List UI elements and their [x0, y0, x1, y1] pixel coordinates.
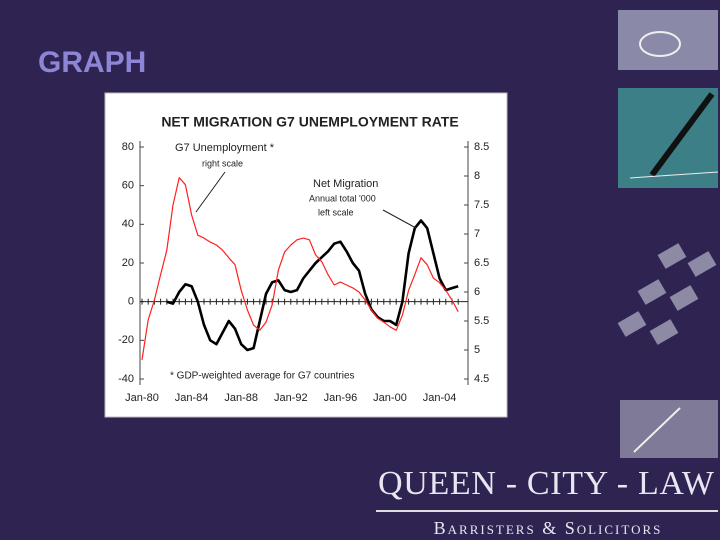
annotation: left scale	[318, 207, 354, 217]
y2-tick-label: 4.5	[474, 373, 489, 385]
decor	[617, 10, 719, 458]
y2-tick-label: 7.5	[474, 199, 489, 211]
logo-name: QUEEN - CITY - LAW	[378, 465, 715, 502]
x-tick-label: Jan-00	[373, 392, 407, 404]
series-line	[166, 219, 459, 352]
y2-tick-label: 6.5	[474, 257, 489, 269]
chart-title: NET MIGRATION G7 UNEMPLOYMENT RATE	[161, 114, 458, 130]
logo-tagline: Barristers & Solicitors	[434, 518, 663, 538]
y2-tick-label: 5	[474, 344, 480, 356]
annotation: Annual total '000	[309, 193, 376, 203]
x-tick-label: Jan-84	[175, 392, 209, 404]
y-tick-label: 0	[128, 296, 134, 308]
x-tick-label: Jan-96	[324, 392, 358, 404]
series-line	[141, 177, 459, 360]
y2-tick-label: 5.5	[474, 315, 489, 327]
y-tick-label: -40	[118, 373, 134, 385]
y2-tick-label: 6	[474, 286, 480, 298]
y2-tick-label: 8	[474, 170, 480, 182]
annotation: right scale	[202, 158, 243, 168]
annotation-arrow	[195, 171, 226, 213]
x-tick-label: Jan-80	[125, 392, 159, 404]
y-tick-label: 40	[122, 218, 134, 230]
annotation-arrow	[382, 209, 417, 229]
y2-tick-label: 8.5	[474, 141, 489, 153]
x-tick-label: Jan-92	[274, 392, 308, 404]
plot: -40 -20 0 20 40 60 80 4.5 5 5.5 6 6.5 7 7.5 8 8.5 Jan-80…	[118, 141, 489, 404]
chart-background	[104, 92, 508, 418]
x-tick-label: Jan-04	[423, 392, 457, 404]
slide-title: GRAPH	[38, 46, 146, 79]
x-tick-label: Jan-88	[224, 392, 258, 404]
y2-tick-label: 7	[474, 228, 480, 240]
y-tick-label: -20	[118, 334, 134, 346]
y-tick-label: 60	[122, 180, 134, 192]
y-tick-label: 80	[122, 141, 134, 153]
y-tick-label: 20	[122, 257, 134, 269]
annotation: * GDP-weighted average for G7 countries	[170, 371, 355, 382]
annotation: G7 Unemployment *	[175, 142, 275, 154]
annotation: Net Migration	[313, 178, 378, 190]
